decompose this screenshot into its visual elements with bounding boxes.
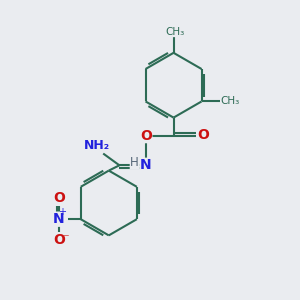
Text: N: N [140, 158, 152, 172]
Text: O: O [197, 128, 209, 142]
Text: O: O [53, 233, 65, 248]
Text: ⁻: ⁻ [62, 232, 69, 245]
Text: H: H [130, 156, 139, 169]
Text: O: O [140, 129, 152, 142]
Text: CH₃: CH₃ [165, 27, 185, 37]
Text: O: O [53, 191, 65, 205]
Text: CH₃: CH₃ [220, 96, 240, 106]
Text: +: + [58, 207, 67, 217]
Text: N: N [53, 212, 65, 226]
Text: NH₂: NH₂ [84, 139, 110, 152]
